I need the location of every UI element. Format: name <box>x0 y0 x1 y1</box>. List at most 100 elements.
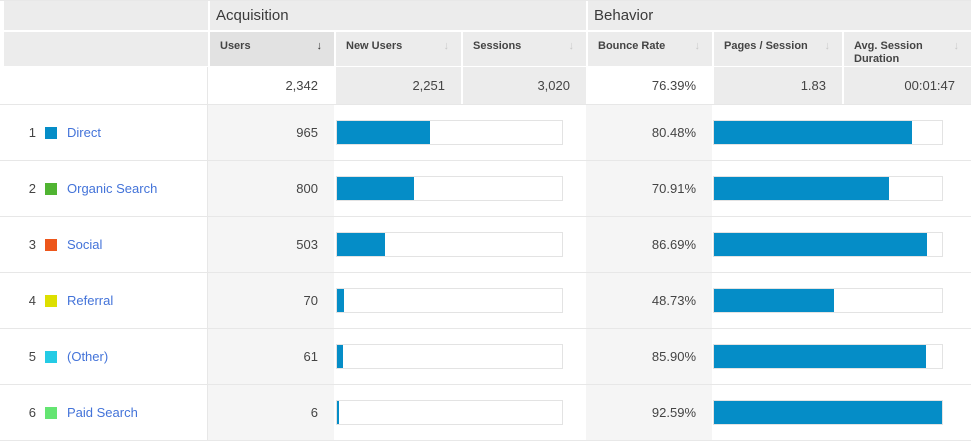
bounce-bar-cell <box>712 161 971 216</box>
row-rank: 5 <box>28 349 36 364</box>
bounce-rate-value: 92.59% <box>586 385 712 440</box>
users-bar <box>336 288 563 313</box>
col-header-bounce-rate[interactable]: Bounce Rate ↓ <box>586 32 712 68</box>
channel-cell: 1 Direct <box>0 105 208 160</box>
row-rank: 6 <box>28 405 36 420</box>
bounce-bar <box>713 120 943 145</box>
bounce-bar <box>713 232 943 257</box>
users-bar-fill <box>337 177 414 200</box>
users-bar-cell <box>334 329 586 384</box>
bounce-bar <box>713 288 943 313</box>
row-rank: 3 <box>28 237 36 252</box>
col-header-avg-session-duration[interactable]: Avg. Session Duration ↓ <box>842 32 971 68</box>
sort-desc-icon[interactable]: ↓ <box>316 40 323 52</box>
users-bar-fill <box>337 345 343 368</box>
summary-sessions: 3,020 <box>461 67 586 104</box>
row-rank: 4 <box>28 293 36 308</box>
table-row: 5 (Other) 61 85.90% <box>0 328 971 384</box>
users-bar-cell <box>334 105 586 160</box>
users-bar-cell <box>334 273 586 328</box>
bounce-bar-fill <box>714 401 942 424</box>
users-value: 800 <box>208 161 334 216</box>
summary-bounce-rate: 76.39% <box>586 67 712 104</box>
row-rank: 2 <box>28 181 36 196</box>
channel-link[interactable]: Social <box>67 237 103 252</box>
bounce-bar-cell <box>712 217 971 272</box>
summary-pages-session: 1.83 <box>712 67 842 104</box>
users-bar <box>336 232 563 257</box>
channel-color-swatch <box>45 238 57 251</box>
col-header-sessions-label: Sessions <box>473 40 522 52</box>
summary-row: 2,342 2,251 3,020 76.39% 1.83 00:01:47 <box>0 67 971 104</box>
users-bar <box>336 400 563 425</box>
channel-cell: 2 Organic Search <box>0 161 208 216</box>
channel-link[interactable]: (Other) <box>67 349 109 364</box>
col-header-users-label: Users <box>220 40 251 52</box>
summary-new-users: 2,251 <box>334 67 461 104</box>
users-bar-fill <box>337 121 430 144</box>
bounce-bar-fill <box>714 289 834 312</box>
channel-cell: 6 Paid Search <box>0 385 208 440</box>
channel-link[interactable]: Referral <box>67 293 114 308</box>
sort-icon[interactable]: ↓ <box>824 40 831 52</box>
col-header-new-users-label: New Users <box>346 40 403 52</box>
bounce-rate-value: 86.69% <box>586 217 712 272</box>
table-row: 3 Social 503 86.69% <box>0 216 971 272</box>
channel-link[interactable]: Organic Search <box>67 181 158 196</box>
channel-link[interactable]: Paid Search <box>67 405 138 420</box>
users-bar-cell <box>334 217 586 272</box>
users-bar <box>336 344 563 369</box>
col-header-users[interactable]: Users ↓ <box>208 32 334 68</box>
summary-avg-session-duration: 00:01:47 <box>842 67 971 104</box>
col-header-pages-session[interactable]: Pages / Session ↓ <box>712 32 842 68</box>
group-acquisition: Acquisition <box>208 1 586 32</box>
bounce-bar-fill <box>714 177 889 200</box>
channel-cell: 4 Referral <box>0 273 208 328</box>
left-edge-gap <box>0 1 4 67</box>
summary-users: 2,342 <box>208 67 334 104</box>
channel-color-swatch <box>45 126 57 139</box>
col-header-pages-session-label: Pages / Session <box>724 40 808 52</box>
group-behavior: Behavior <box>586 1 971 32</box>
users-value: 965 <box>208 105 334 160</box>
users-value: 503 <box>208 217 334 272</box>
group-acquisition-label: Acquisition <box>216 7 289 24</box>
users-value: 61 <box>208 329 334 384</box>
users-bar <box>336 176 563 201</box>
col-header-avg-session-duration-label: Avg. Session Duration <box>854 40 923 65</box>
users-bar-cell <box>334 161 586 216</box>
sort-icon[interactable]: ↓ <box>694 40 701 52</box>
users-value: 6 <box>208 385 334 440</box>
bounce-bar-cell <box>712 329 971 384</box>
bounce-bar <box>713 400 943 425</box>
users-bar-cell <box>334 385 586 440</box>
column-header-row: Users ↓ New Users ↓ Sessions ↓ Bounce Ra… <box>0 32 971 68</box>
bounce-bar <box>713 344 943 369</box>
col-header-sessions[interactable]: Sessions ↓ <box>461 32 586 68</box>
sort-icon[interactable]: ↓ <box>953 40 960 52</box>
bounce-bar-cell <box>712 105 971 160</box>
bounce-bar-cell <box>712 385 971 440</box>
channel-cell: 3 Social <box>0 217 208 272</box>
summary-dimension-cell <box>0 67 208 104</box>
bounce-rate-value: 48.73% <box>586 273 712 328</box>
bounce-bar-cell <box>712 273 971 328</box>
col-header-bounce-rate-label: Bounce Rate <box>598 40 666 52</box>
channel-color-swatch <box>45 182 57 195</box>
channel-link[interactable]: Direct <box>67 125 101 140</box>
users-bar-fill <box>337 289 344 312</box>
sort-icon[interactable]: ↓ <box>443 40 450 52</box>
table-row: 2 Organic Search 800 70.91% <box>0 160 971 216</box>
col-header-new-users[interactable]: New Users ↓ <box>334 32 461 68</box>
bounce-bar <box>713 176 943 201</box>
users-value: 70 <box>208 273 334 328</box>
group-behavior-label: Behavior <box>594 7 654 24</box>
bounce-bar-fill <box>714 121 913 144</box>
users-bar-fill <box>337 401 339 424</box>
group-header-spacer <box>0 1 208 32</box>
sort-icon[interactable]: ↓ <box>568 40 575 52</box>
users-bar-fill <box>337 233 386 256</box>
channel-color-swatch <box>45 350 57 363</box>
channel-color-swatch <box>45 406 57 419</box>
